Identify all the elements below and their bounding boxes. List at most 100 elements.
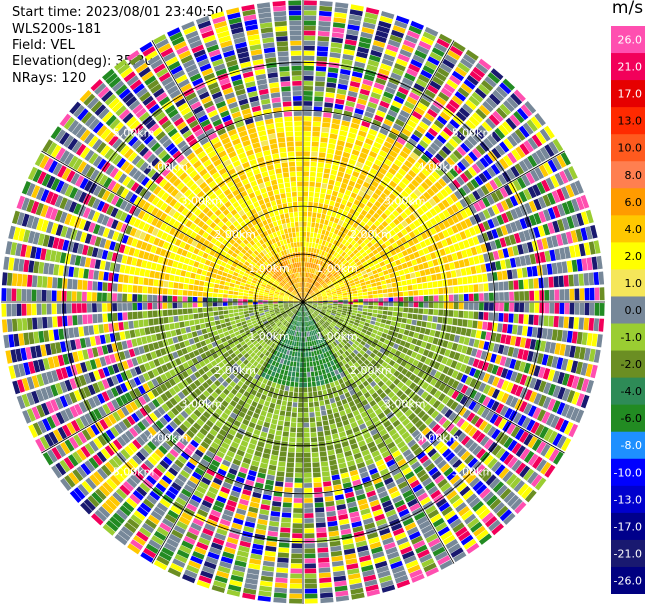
velocity-gate [431,47,445,57]
velocity-gate [272,496,282,502]
velocity-gate [558,316,564,328]
velocity-gate [276,399,282,405]
velocity-gate [190,522,202,532]
velocity-gate [498,124,509,136]
velocity-gate [419,327,426,334]
velocity-gate [361,26,375,35]
velocity-gate [238,411,246,418]
velocity-gate [393,570,407,579]
velocity-gate [255,392,262,398]
velocity-gate [321,292,327,295]
velocity-gate [285,344,289,350]
velocity-gate [547,222,555,234]
velocity-gate [351,521,362,528]
velocity-gate [305,321,307,327]
velocity-gate [343,302,348,305]
velocity-gate [434,413,444,423]
velocity-gate [598,271,605,285]
velocity-gate [449,168,459,178]
velocity-gate [401,431,410,440]
velocity-gate [303,307,304,312]
velocity-gate [386,154,396,163]
velocity-gate [329,397,336,404]
velocity-gate [332,113,342,120]
velocity-gate [337,83,348,90]
velocity-gate [410,152,420,161]
velocity-gate [300,342,303,347]
velocity-gate [378,20,392,29]
velocity-gate [468,257,475,266]
velocity-gate [216,396,224,404]
velocity-gate [251,401,258,408]
velocity-gate [325,87,336,93]
velocity-gate [318,567,331,573]
velocity-gate [413,367,421,376]
velocity-gate [363,415,371,423]
velocity-gate [372,329,378,335]
velocity-gate [332,118,341,125]
velocity-gate [312,305,317,308]
velocity-gate [330,464,338,471]
velocity-gate [285,380,291,387]
velocity-gate [457,432,467,443]
velocity-gate [264,385,271,391]
velocity-gate [417,549,430,559]
velocity-gate [456,176,465,186]
velocity-gate [325,383,331,389]
velocity-gate [308,206,313,212]
velocity-gate [596,334,603,348]
velocity-gate [374,560,388,569]
velocity-gate [304,598,318,604]
velocity-gate [521,417,531,429]
velocity-gate [303,96,313,101]
velocity-gate [495,333,502,343]
velocity-gate [491,461,502,473]
velocity-gate [479,141,490,152]
velocity-gate [329,423,337,430]
velocity-gate [378,298,384,302]
velocity-gate [303,131,311,137]
velocity-gate [230,490,241,498]
velocity-gate [519,465,531,478]
velocity-gate [367,441,376,449]
velocity-gate [249,358,256,365]
velocity-gate [239,369,246,376]
velocity-gate [353,266,360,272]
field-name: Field: VEL [12,38,75,53]
velocity-gate [273,350,278,356]
velocity-gate [488,312,494,321]
velocity-gate [330,286,335,290]
velocity-gate [234,454,243,462]
velocity-gate [467,135,478,146]
velocity-gate [261,499,271,506]
velocity-gate [375,518,387,527]
velocity-gate [341,398,348,405]
velocity-gate [514,428,525,441]
velocity-gate [478,508,491,520]
velocity-gate [530,421,540,434]
velocity-gate [248,469,257,477]
velocity-gate [476,448,486,459]
velocity-gate [332,294,338,298]
velocity-gate [463,258,470,267]
velocity-gate [268,375,274,382]
velocity-gate [269,520,280,527]
velocity-gate [438,302,444,309]
velocity-gate [235,392,243,399]
velocity-gate [376,331,383,337]
velocity-gate [304,498,313,503]
velocity-gate [315,339,319,345]
velocity-gate [340,265,346,271]
velocity-gate [299,306,302,312]
velocity-gate [291,351,295,357]
velocity-gate [499,158,509,170]
velocity-gate [278,461,286,467]
velocity-gate [334,149,343,156]
velocity-gate [581,332,588,346]
velocity-gate [291,548,303,554]
velocity-gate [341,353,347,359]
velocity-gate [433,295,439,302]
velocity-gate [348,378,355,385]
velocity-gate [353,211,360,218]
velocity-gate [312,280,316,285]
